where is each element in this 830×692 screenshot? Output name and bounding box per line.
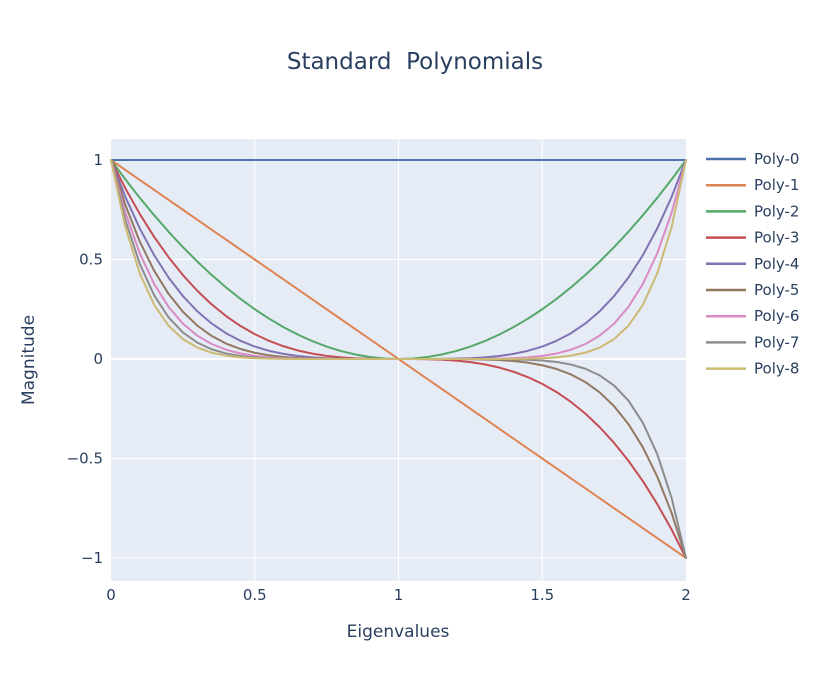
y-tick-label: 1 [93, 151, 103, 169]
x-tick-label: 2 [681, 586, 691, 604]
legend-item-poly-2[interactable]: Poly-2 [706, 202, 799, 220]
chart-title: Standard Polynomials [287, 49, 543, 75]
legend-label: Poly-3 [754, 229, 799, 247]
y-tick-label: 0.5 [79, 251, 103, 269]
legend-item-poly-4[interactable]: Poly-4 [706, 255, 799, 273]
legend-item-poly-3[interactable]: Poly-3 [706, 229, 799, 247]
x-tick-label: 0.5 [243, 586, 267, 604]
series-line-poly-8 [110, 159, 687, 360]
y-tick-labels: 1 0.5 0 −0.5 −1 [67, 151, 103, 567]
y-axis-title: Magnitude [19, 315, 39, 405]
legend-label: Poly-7 [754, 333, 799, 351]
x-tick-label: 1 [394, 586, 404, 604]
legend-item-poly-5[interactable]: Poly-5 [706, 281, 799, 299]
series-lines [110, 159, 687, 559]
y-tick-label: −0.5 [67, 450, 103, 468]
legend-label: Poly-1 [754, 176, 799, 194]
legend-item-poly-6[interactable]: Poly-6 [706, 307, 799, 325]
legend-label: Poly-6 [754, 307, 799, 325]
x-tick-label: 0 [106, 586, 116, 604]
legend-label: Poly-4 [754, 255, 799, 273]
y-tick-label: 0 [93, 350, 103, 368]
x-tick-label: 1.5 [530, 586, 554, 604]
legend-label: Poly-8 [754, 360, 799, 378]
legend-item-poly-1[interactable]: Poly-1 [706, 176, 799, 194]
legend[interactable]: Poly-0 Poly-1 Poly-2 Poly-3 Poly-4 Poly-5 Poly… [706, 150, 799, 378]
x-tick-labels: 0 0.5 1 1.5 2 [106, 586, 691, 604]
legend-label: Poly-0 [754, 150, 799, 168]
legend-label: Poly-5 [754, 281, 799, 299]
y-tick-label: −1 [81, 549, 103, 567]
legend-item-poly-8[interactable]: Poly-8 [706, 360, 799, 378]
legend-label: Poly-2 [754, 202, 799, 220]
legend-item-poly-0[interactable]: Poly-0 [706, 150, 799, 168]
x-axis-title: Eigenvalues [347, 622, 450, 642]
legend-item-poly-7[interactable]: Poly-7 [706, 333, 799, 351]
